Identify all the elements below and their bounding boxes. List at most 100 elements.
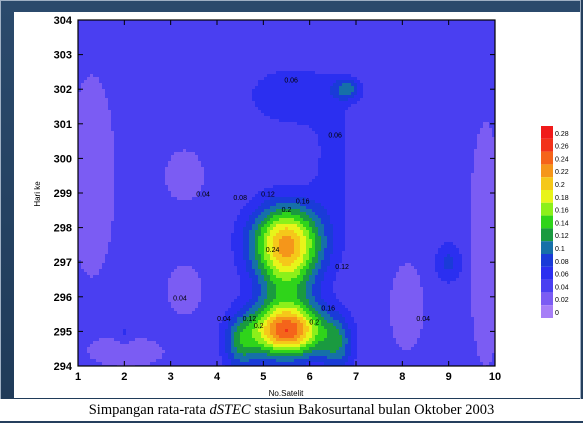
heat-cell [303,116,307,120]
heat-cell [336,20,340,24]
heat-cell [90,113,94,117]
heat-cell [285,119,289,123]
heat-cell [441,86,445,90]
heat-cell [204,68,208,72]
heat-cell [300,80,304,84]
heat-cell [456,38,460,42]
heat-cell [264,89,268,93]
heat-cell [432,62,436,66]
heat-cell [276,74,280,78]
heat-cell [114,113,118,117]
heat-cell [135,32,139,36]
heat-cell [99,110,103,114]
heat-cell [291,65,295,69]
heat-cell [279,95,283,99]
heat-cell [231,80,235,84]
heat-cell [117,107,121,111]
heat-cell [321,47,325,51]
heat-cell [474,44,478,48]
heat-cell [339,59,343,63]
heat-cell [171,29,175,33]
heat-cell [207,68,211,72]
heat-cell [429,74,433,78]
heat-cell [405,125,409,129]
heat-cell [174,98,178,102]
heat-cell [483,113,487,117]
heat-cell [351,77,355,81]
heat-cell [318,32,322,36]
heat-cell [411,98,415,102]
heat-cell [132,38,136,42]
heat-cell [438,47,442,51]
heat-cell [291,74,295,78]
heat-cell [246,98,250,102]
heat-cell [183,29,187,33]
heat-cell [243,23,247,27]
heat-cell [342,41,346,45]
heat-cell [102,29,106,33]
heat-cell [372,104,376,108]
heat-cell [369,107,373,111]
heat-cell [423,68,427,72]
heat-cell [321,68,325,72]
heat-cell [393,23,397,27]
heat-cell [279,20,283,24]
heat-cell [78,38,82,42]
heat-cell [489,110,493,114]
heat-cell [348,53,352,57]
heat-cell [159,116,163,120]
heat-cell [462,62,466,66]
heat-cell [315,89,319,93]
heat-cell [309,125,313,129]
heat-cell [360,29,364,33]
heat-cell [468,71,472,75]
heat-cell [270,83,274,87]
heat-cell [312,26,316,30]
heat-cell [348,35,352,39]
heat-cell [339,32,343,36]
heat-cell [291,113,295,117]
heat-cell [264,38,268,42]
heat-cell [243,32,247,36]
heat-cell [351,119,355,123]
heat-cell [132,47,136,51]
heat-cell [285,107,289,111]
heat-cell [231,119,235,123]
heat-cell [141,56,145,60]
heat-cell [456,92,460,96]
heat-cell [393,89,397,93]
heat-cell [453,56,457,60]
heat-cell [99,74,103,78]
heat-cell [186,110,190,114]
heat-cell [384,38,388,42]
heat-cell [399,71,403,75]
heat-cell [369,68,373,72]
heat-cell [231,98,235,102]
heat-cell [447,32,451,36]
heat-cell [273,65,277,69]
heat-cell [99,92,103,96]
heat-cell [150,41,154,45]
heat-cell [261,80,265,84]
heat-cell [372,80,376,84]
heat-cell [195,98,199,102]
heat-cell [354,110,358,114]
heat-cell [249,71,253,75]
heat-cell [300,122,304,126]
heat-cell [246,65,250,69]
heat-cell [210,92,214,96]
heat-cell [198,125,202,129]
heat-cell [84,29,88,33]
heat-cell [312,89,316,93]
heat-cell [228,26,232,30]
heat-cell [363,71,367,75]
heat-cell [285,59,289,63]
heat-cell [231,59,235,63]
heat-cell [273,104,277,108]
heat-cell [345,92,349,96]
heat-cell [480,83,484,87]
heat-cell [144,113,148,117]
heat-cell [204,26,208,30]
heat-cell [300,125,304,129]
heat-cell [402,29,406,33]
